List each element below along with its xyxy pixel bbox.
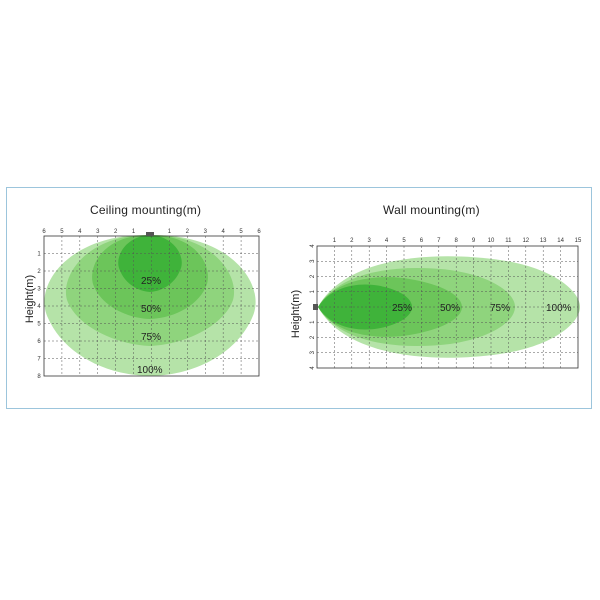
ceiling-label-75: 75%: [141, 332, 161, 343]
top-tick-label: 3: [96, 229, 100, 235]
left-tick-label: 1: [310, 320, 316, 324]
top-tick-label: 12: [522, 238, 529, 244]
ceiling-grid: [44, 236, 259, 376]
top-tick-label: 2: [114, 229, 118, 235]
ceiling-left-ticks: 1 2 3 4 5 6 7 8: [37, 252, 41, 381]
left-tick-label: 8: [37, 374, 41, 380]
ceiling-top-ticks: 6 5 4 3 2 1 1 2 3 4 5 6: [42, 229, 261, 235]
left-tick-label: 4: [310, 366, 316, 370]
left-tick-label: 1: [310, 289, 316, 293]
top-tick-label: 15: [575, 238, 582, 244]
left-tick-label: 1: [37, 252, 41, 258]
wall-label-25: 25%: [392, 303, 412, 314]
left-tick-label: 5: [37, 322, 41, 328]
top-tick-label: 2: [350, 238, 354, 244]
left-tick-label: 4: [310, 244, 316, 248]
left-tick-label: 2: [310, 274, 316, 278]
top-tick-label: 3: [368, 238, 372, 244]
left-tick-label: 3: [310, 259, 316, 263]
ceiling-title: Ceiling mounting(m): [90, 203, 202, 217]
wall-title: Wall mounting(m): [383, 203, 480, 217]
top-tick-label: 5: [239, 229, 243, 235]
ceiling-zone-25: [118, 235, 182, 292]
wall-label-75: 75%: [490, 303, 510, 314]
left-tick-label: 7: [37, 357, 41, 363]
left-tick-label: 2: [310, 335, 316, 339]
left-tick-label: 3: [310, 350, 316, 354]
wall-grid: [317, 246, 578, 368]
left-tick-label: 4: [37, 304, 41, 310]
top-tick-label: 9: [472, 238, 476, 244]
top-tick-label: 5: [60, 229, 64, 235]
ceiling-zones: [44, 234, 256, 376]
ceiling-lamp: [146, 232, 154, 236]
top-tick-label: 7: [437, 238, 441, 244]
left-tick-label: 6: [37, 339, 41, 345]
top-tick-label: 1: [333, 238, 337, 244]
top-tick-label: 2: [186, 229, 190, 235]
top-tick-label: 13: [540, 238, 547, 244]
top-tick-label: 4: [221, 229, 225, 235]
wall-lamp: [313, 304, 318, 310]
top-tick-label: 5: [402, 238, 406, 244]
top-tick-label: 14: [557, 238, 564, 244]
top-tick-label: 6: [42, 229, 46, 235]
left-tick-label: 3: [37, 287, 41, 293]
top-tick-label: 10: [488, 238, 495, 244]
ceiling-label-25: 25%: [141, 276, 161, 287]
top-tick-label: 4: [78, 229, 82, 235]
wall-top-ticks: 1 2 3 4 5 6 7 8 9 10 11 12 13 14 15: [333, 238, 582, 244]
top-tick-label: 8: [455, 238, 459, 244]
top-tick-label: 1: [132, 229, 136, 235]
wall-left-ticks: 4 3 2 1 1 2 3 4: [310, 244, 316, 370]
top-tick-label: 4: [385, 238, 389, 244]
top-tick-label: 6: [257, 229, 261, 235]
left-tick-label: 2: [37, 269, 41, 275]
top-tick-label: 1: [168, 229, 172, 235]
top-tick-label: 3: [204, 229, 208, 235]
wall-label-50: 50%: [440, 303, 460, 314]
top-tick-label: 6: [420, 238, 424, 244]
top-tick-label: 11: [505, 238, 512, 244]
ceiling-label-100: 100%: [137, 365, 163, 376]
wall-label-100: 100%: [546, 303, 572, 314]
ceiling-label-50: 50%: [141, 304, 161, 315]
